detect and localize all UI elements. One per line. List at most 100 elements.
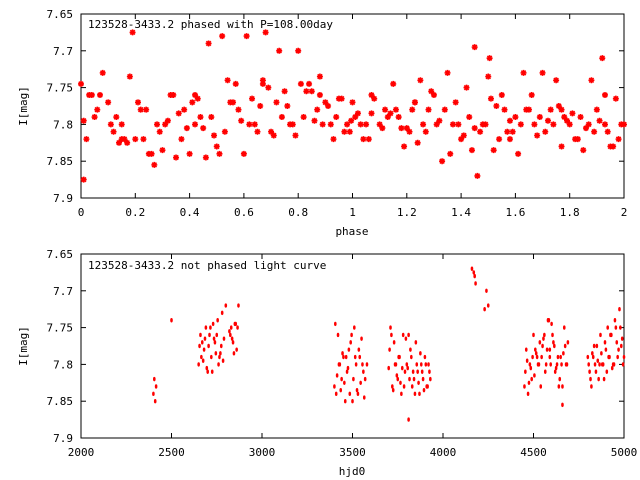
- data-point: [186, 150, 193, 157]
- data-point: [270, 132, 277, 139]
- raw-y-tick-label: 7.85: [47, 395, 74, 408]
- data-point: [403, 125, 410, 132]
- data-point: [107, 121, 114, 128]
- data-point: [423, 354, 427, 360]
- data-point: [422, 128, 429, 135]
- data-point: [620, 336, 624, 341]
- data-point: [341, 351, 344, 356]
- data-point: [483, 307, 486, 312]
- data-point: [200, 354, 203, 360]
- data-point: [379, 125, 386, 132]
- data-point: [339, 387, 343, 393]
- data-point: [485, 288, 488, 293]
- data-point: [83, 136, 90, 143]
- data-point: [204, 325, 208, 330]
- data-point: [199, 332, 202, 338]
- data-point: [197, 114, 204, 121]
- phased-y-tick-label: 7.65: [47, 8, 74, 21]
- data-point: [600, 351, 603, 356]
- data-point: [159, 147, 166, 154]
- data-point: [422, 387, 426, 393]
- data-point: [137, 106, 144, 113]
- data-point: [590, 384, 593, 389]
- data-point: [482, 121, 489, 128]
- data-point: [80, 176, 87, 183]
- data-point: [595, 343, 599, 349]
- data-point: [206, 369, 209, 374]
- data-point: [547, 106, 554, 113]
- data-point: [504, 128, 511, 135]
- data-point: [230, 336, 234, 341]
- data-point: [463, 84, 470, 91]
- data-point: [615, 136, 622, 143]
- data-point: [354, 362, 358, 367]
- data-point: [322, 99, 329, 106]
- data-point: [425, 106, 432, 113]
- data-point: [351, 399, 354, 404]
- data-point: [116, 139, 123, 146]
- raw-plot-title: 123528-3433.2 not phased light curve: [88, 259, 326, 272]
- data-point: [154, 121, 161, 128]
- data-point: [498, 91, 505, 98]
- data-point: [249, 95, 256, 102]
- data-point: [376, 121, 383, 128]
- data-point: [353, 354, 357, 360]
- data-point: [538, 340, 542, 345]
- data-point: [402, 384, 406, 389]
- data-point: [278, 114, 285, 121]
- data-point: [562, 325, 566, 330]
- data-point: [592, 343, 596, 349]
- data-point: [542, 128, 549, 135]
- data-point: [210, 354, 213, 360]
- data-point: [458, 136, 465, 143]
- data-point: [347, 347, 351, 352]
- data-point: [553, 369, 557, 374]
- data-point: [389, 325, 392, 330]
- data-point: [601, 121, 608, 128]
- data-point: [419, 351, 422, 356]
- data-point: [292, 132, 299, 139]
- data-point: [553, 77, 560, 84]
- data-point: [240, 150, 247, 157]
- data-point: [175, 110, 182, 117]
- data-point: [205, 40, 212, 47]
- data-point: [405, 362, 409, 367]
- data-point: [357, 121, 364, 128]
- data-point: [368, 91, 375, 98]
- data-point: [407, 417, 410, 422]
- data-point: [229, 332, 232, 338]
- data-point: [99, 69, 106, 76]
- data-point: [426, 384, 429, 389]
- data-point: [424, 362, 428, 367]
- data-point: [334, 321, 337, 327]
- data-point: [404, 336, 408, 341]
- data-point: [289, 121, 296, 128]
- data-point: [228, 329, 231, 334]
- data-point: [418, 391, 421, 397]
- data-point: [221, 358, 225, 363]
- data-point: [417, 380, 420, 385]
- data-point: [607, 143, 614, 150]
- data-point: [407, 332, 410, 338]
- data-point: [395, 114, 402, 121]
- phased-x-tick-label: 0.8: [288, 206, 308, 219]
- data-point: [384, 114, 391, 121]
- data-point: [203, 336, 207, 341]
- data-point: [444, 69, 451, 76]
- data-point: [387, 365, 391, 371]
- data-point: [553, 343, 556, 349]
- data-point: [558, 106, 565, 113]
- data-point: [262, 29, 269, 36]
- data-point: [528, 91, 535, 98]
- data-point: [220, 310, 224, 316]
- data-point: [439, 158, 446, 165]
- data-point: [601, 91, 608, 98]
- data-point: [330, 136, 337, 143]
- data-point: [148, 150, 155, 157]
- data-point: [531, 121, 538, 128]
- data-point: [598, 362, 601, 367]
- data-point: [545, 347, 549, 352]
- data-point: [549, 362, 552, 367]
- data-point: [164, 117, 171, 124]
